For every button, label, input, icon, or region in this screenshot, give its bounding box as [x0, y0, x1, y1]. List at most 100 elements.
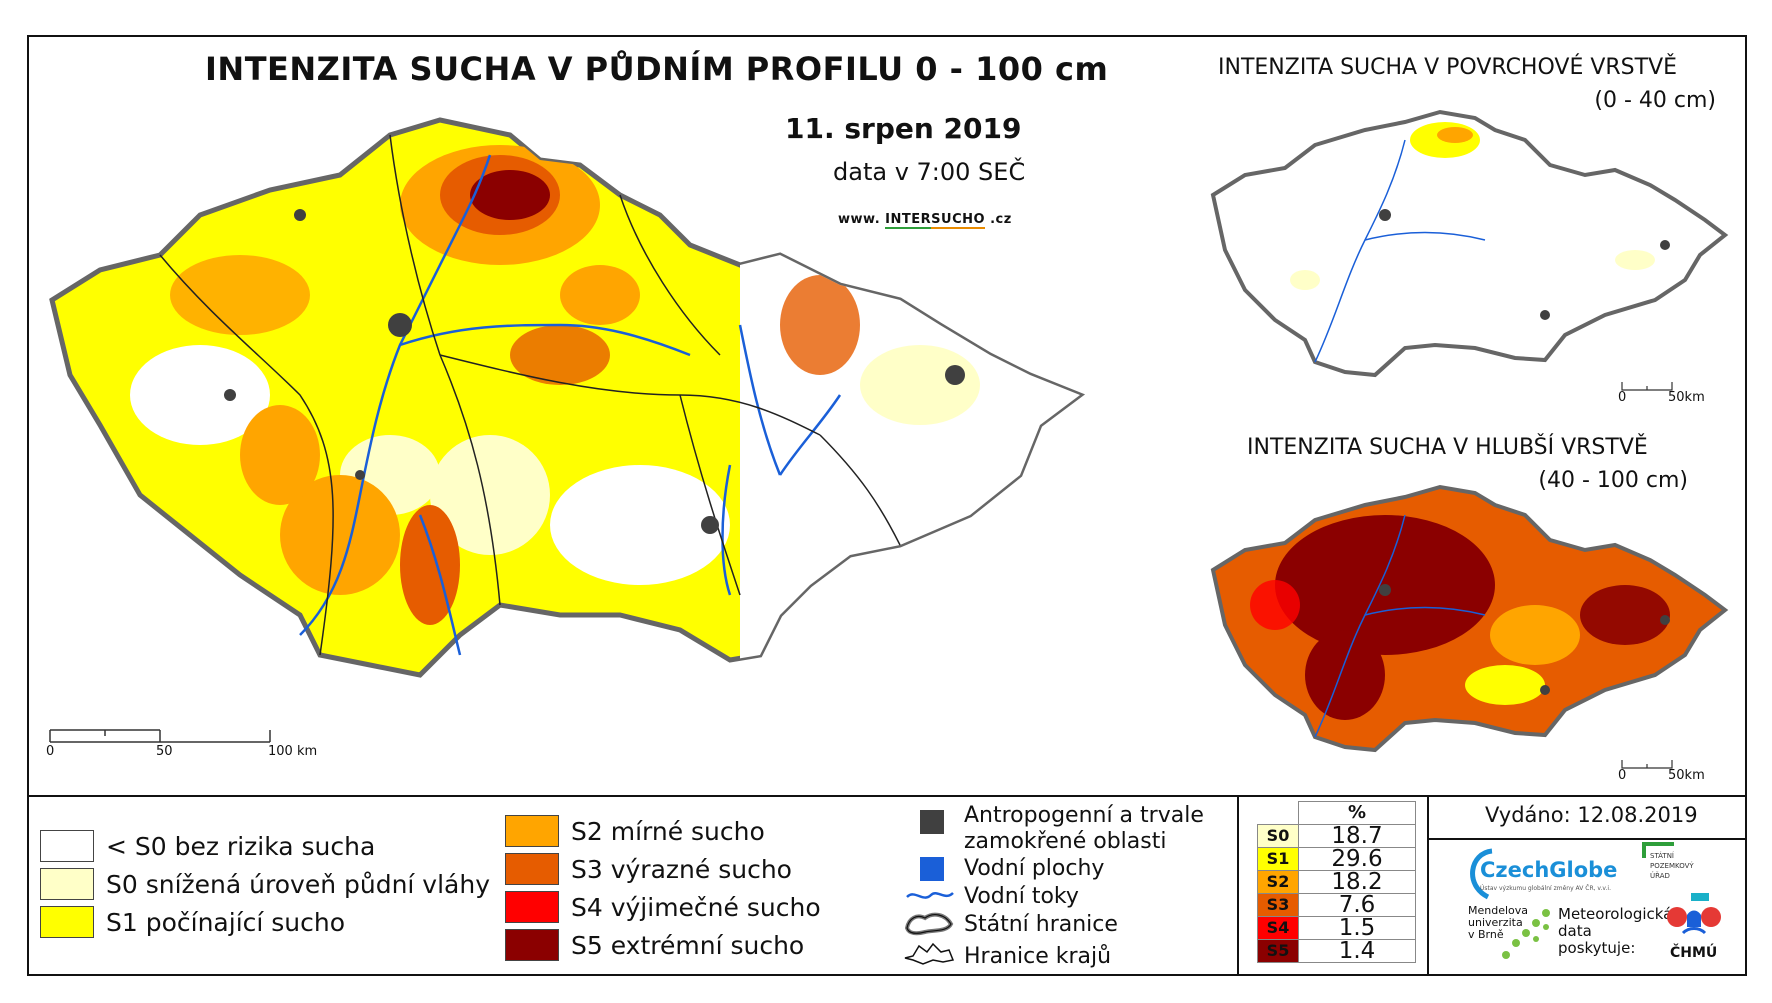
table-row: S3 7.6 [1257, 893, 1416, 917]
spu-logo-bar-v [1642, 842, 1646, 858]
legend-item-s1: S1 počínající sucho [40, 904, 345, 940]
class-cell: S1 [1257, 847, 1299, 871]
czechglobe-subtext: Ústav výzkumu globální změny AV ČR, v.v.… [1480, 885, 1611, 892]
class-cell: S4 [1257, 916, 1299, 940]
spu-text-2: POZEMKOVÝ [1650, 862, 1694, 870]
spu-text-3: ÚŘAD [1650, 872, 1670, 880]
url-inter: INTER [885, 212, 932, 229]
table-row: S1 29.6 [1257, 847, 1416, 871]
inset-top-subtitle: (0 - 40 cm) [1594, 88, 1716, 113]
table-row: S5 1.4 [1257, 939, 1416, 963]
czechglobe-logo [1470, 848, 1493, 900]
inset-top-title: INTENZITA SUCHA V POVRCHOVÉ VRSTVĚ [1218, 55, 1678, 80]
inset-bottom-scale-bar [1621, 760, 1673, 769]
main-scale-0: 0 [46, 744, 55, 759]
legend-state-border: Státní hranice [964, 912, 1118, 937]
data-time: data v 7:00 SEČ [833, 158, 1026, 186]
anthropogenic-swatch [920, 810, 944, 834]
inset-bottom-scale-0: 0 [1618, 768, 1627, 783]
legend-swatch [40, 830, 94, 862]
legend-swatch [505, 853, 559, 885]
legend-item-s0: S0 snížená úroveň půdní vláhy [40, 866, 490, 902]
spu-logo-bar [1642, 842, 1674, 846]
legend-swatch [505, 815, 559, 847]
value-cell: 1.5 [1298, 916, 1416, 940]
legend-label: S3 výrazné sucho [571, 854, 792, 884]
chmu-logo-icon [1667, 893, 1721, 935]
table-header-percent: % [1298, 801, 1416, 825]
class-cell: S2 [1257, 870, 1299, 894]
legend-divider [27, 795, 1747, 797]
table-row: S4 1.5 [1257, 916, 1416, 940]
class-cell: S5 [1257, 939, 1299, 963]
url-suffix: .cz [990, 212, 1012, 227]
table-header-row: % [1257, 801, 1416, 825]
separator [1237, 797, 1239, 976]
legend-label: < S0 bez rizika sucha [106, 831, 376, 861]
inset-bottom-subtitle: (40 - 100 cm) [1538, 468, 1688, 493]
main-scale-bar [49, 729, 271, 743]
deep-layer-map [1210, 484, 1729, 753]
legend-item-s5: S5 extrémní sucho [505, 927, 804, 963]
map-date: 11. srpen 2019 [785, 112, 1022, 145]
region-border-icon [904, 942, 955, 965]
url-sucho: SUCHO [931, 212, 986, 229]
mendel-text-2: univerzita [1468, 916, 1523, 929]
state-border-icon [904, 912, 954, 936]
main-title: INTENZITA SUCHA V PŮDNÍM PROFILU 0 - 100… [205, 50, 1109, 88]
inset-top-scale-50: 50km [1668, 390, 1705, 405]
provided-text-1: Meteorologická [1558, 905, 1673, 923]
legend-swatch [505, 929, 559, 961]
main-drought-map [49, 117, 1086, 678]
mendel-text-1: Mendelova [1468, 904, 1529, 917]
separator [1427, 797, 1429, 976]
legend-label: S4 výjimečné sucho [571, 892, 821, 922]
mendel-dots-icon [1502, 909, 1550, 959]
legend-rivers: Vodní toky [964, 884, 1079, 909]
table-header-empty [1257, 801, 1299, 825]
chmu-text: ČHMÚ [1670, 945, 1718, 961]
value-cell: 18.7 [1298, 824, 1416, 848]
value-cell: 1.4 [1298, 939, 1416, 963]
legend-label: S1 počínající sucho [106, 907, 346, 937]
inset-top-scale-bar [1621, 382, 1673, 391]
percent-table: % S0 18.7 S1 29.6 S2 18.2 S3 7.6 S4 1.5 … [1257, 801, 1416, 963]
czechglobe-text: CzechGlobe [1480, 858, 1618, 882]
table-row: S0 18.7 [1257, 824, 1416, 848]
inset-bottom-scale-50: 50km [1668, 768, 1705, 783]
legend-item-s2: S2 mírné sucho [505, 813, 765, 849]
value-cell: 18.2 [1298, 870, 1416, 894]
inset-bottom-title: INTENZITA SUCHA V HLUBŠÍ VRSTVĚ [1247, 435, 1648, 460]
issued-divider [1429, 838, 1747, 840]
class-cell: S3 [1257, 893, 1299, 917]
legend-item-s3: S3 výrazné sucho [505, 851, 792, 887]
legend-anthropogenic-2: zamokřené oblasti [964, 829, 1167, 854]
main-scale-100: 100 km [268, 744, 318, 759]
spu-text-1: STÁTNÍ [1650, 852, 1674, 860]
url-prefix: www. [838, 212, 881, 227]
value-cell: 7.6 [1298, 893, 1416, 917]
legend-swatch [40, 906, 94, 938]
value-cell: 29.6 [1298, 847, 1416, 871]
table-row: S2 18.2 [1257, 870, 1416, 894]
legend-anthropogenic: Antropogenní a trvale [964, 803, 1204, 828]
legend-region-border: Hranice krajů [964, 944, 1112, 969]
main-scale-50: 50 [156, 744, 173, 759]
legend-item-s4: S4 výjimečné sucho [505, 889, 821, 925]
provided-text-3: poskytuje: [1558, 939, 1636, 957]
inset-top-scale-0: 0 [1618, 390, 1627, 405]
water-bodies-swatch [920, 857, 944, 881]
intersucho-url: www. INTERSUCHO .cz [838, 212, 1012, 229]
legend-water-bodies: Vodní plochy [964, 856, 1105, 881]
rivers-line-icon [906, 892, 954, 899]
legend-swatch [505, 891, 559, 923]
mendel-text-3: v Brně [1468, 928, 1504, 941]
class-cell: S0 [1257, 824, 1299, 848]
surface-layer-map [1210, 109, 1729, 378]
provided-text-2: data [1558, 922, 1592, 940]
issued-date: Vydáno: 12.08.2019 [1485, 803, 1698, 827]
legend-label: S5 extrémní sucho [571, 930, 805, 960]
legend-label: S2 mírné sucho [571, 816, 765, 846]
legend-label: S0 snížená úroveň půdní vláhy [106, 869, 491, 899]
legend-item-no-risk: < S0 bez rizika sucha [40, 828, 375, 864]
